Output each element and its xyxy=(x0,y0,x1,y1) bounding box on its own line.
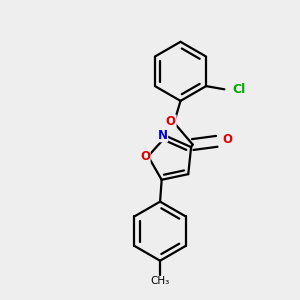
Text: O: O xyxy=(140,150,150,163)
Text: N: N xyxy=(158,129,167,142)
Text: Cl: Cl xyxy=(233,83,246,96)
Text: O: O xyxy=(166,115,176,128)
Text: CH₃: CH₃ xyxy=(150,276,170,286)
Text: O: O xyxy=(223,133,232,146)
